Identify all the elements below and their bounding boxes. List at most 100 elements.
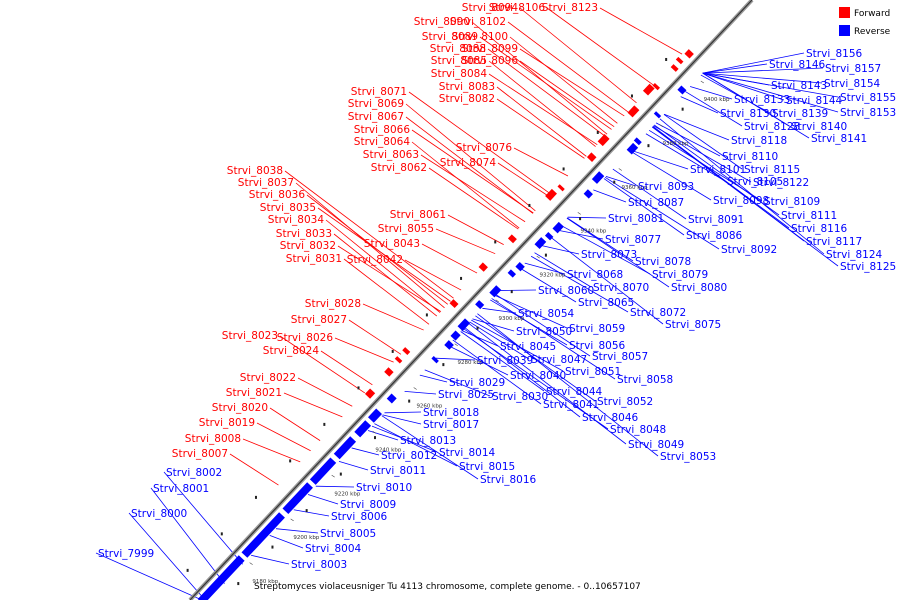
reverse-gene-label: Strvi_8056 (569, 340, 626, 352)
forward-gene-label: Strvi_8023 (222, 330, 278, 342)
reverse-gene-label: Strvi_8046 (582, 412, 639, 424)
reverse-leader-line (560, 224, 651, 275)
forward-gene-label: Strvi_8106 (489, 2, 546, 14)
reverse-leader-line (472, 318, 515, 332)
forward-leader-line (509, 36, 618, 124)
reverse-leader-line (702, 72, 810, 139)
forward-gene-label: Strvi_8020 (212, 402, 268, 414)
reverse-leader-line (150, 487, 225, 584)
forward-gene-label: Strvi_8033 (276, 228, 332, 240)
reverse-gene-label: Strvi_8039 (477, 355, 533, 367)
forward-gene-block (557, 184, 565, 192)
reverse-leader-line (495, 293, 591, 357)
forward-gene-block (642, 83, 655, 96)
forward-gene-label: Strvi_8085 (431, 55, 487, 67)
reverse-gene-label: Strvi_8015 (459, 461, 515, 473)
reverse-leader-line (275, 528, 319, 534)
reverse-gene-label: Strvi_8081 (608, 213, 664, 225)
forward-gene-label: Strvi_8038 (227, 165, 283, 177)
forward-gene-label: Strvi_8123 (542, 2, 598, 14)
reverse-gene-label: Strvi_8109 (764, 196, 820, 208)
reverse-gene-label: Strvi_7999 (98, 548, 154, 560)
reverse-gene-block (386, 393, 397, 404)
forward-gene-label: Strvi_8062 (371, 162, 427, 174)
minor-feature (391, 349, 394, 353)
reverse-gene-block (309, 457, 337, 485)
forward-gene-label: Strvi_8084 (431, 68, 488, 80)
forward-leader-line (497, 162, 550, 197)
reverse-gene-label: Strvi_8050 (516, 326, 572, 338)
forward-leader-line (343, 258, 430, 325)
minor-feature (613, 180, 616, 184)
tick-label: 9300 kbp (498, 316, 524, 322)
reverse-gene-label: Strvi_8002 (166, 467, 222, 479)
tick-label: 9320 kbp (540, 272, 566, 278)
forward-gene-label: Strvi_8083 (439, 81, 495, 93)
minor-feature (237, 582, 240, 586)
reverse-gene-block (457, 318, 471, 332)
forward-leader-line (405, 116, 534, 214)
reverse-leader-line (351, 447, 380, 456)
minor-feature (630, 94, 633, 98)
reverse-gene-label: Strvi_8154 (824, 78, 881, 90)
reverse-leader-line (461, 330, 499, 347)
forward-gene-label: Strvi_8099 (462, 43, 518, 55)
gene-features (186, 49, 694, 600)
forward-gene-label: Strvi_8061 (390, 209, 446, 221)
backbone-core (189, 0, 753, 600)
forward-leader-line (317, 207, 451, 302)
reverse-gene-block (515, 262, 525, 272)
minor-feature (494, 240, 497, 244)
reverse-gene-label: Strvi_8009 (340, 499, 396, 511)
reverse-leader-line (404, 390, 437, 395)
reverse-leader-line (702, 72, 785, 101)
minor-feature (339, 472, 342, 476)
tick-mark (495, 299, 499, 303)
reverse-gene-label: Strvi_8052 (597, 396, 653, 408)
forward-gene-label: Strvi_8028 (305, 298, 361, 310)
reverse-leader-line (384, 411, 422, 414)
reverse-leader-line (382, 414, 422, 425)
forward-leader-line (405, 103, 536, 212)
forward-leader-line (513, 147, 569, 177)
reverse-gene-block (591, 171, 605, 184)
forward-gene-label: Strvi_8031 (286, 253, 342, 265)
reverse-leader-line (293, 509, 330, 517)
tick-label: 9220 kbp (334, 491, 360, 497)
forward-gene-label: Strvi_8008 (185, 433, 241, 445)
reverse-gene-label: Strvi_8091 (688, 214, 744, 226)
tick-mark (290, 518, 294, 522)
forward-leader-line (404, 259, 462, 291)
forward-leader-line (471, 21, 608, 135)
minor-feature (271, 545, 274, 549)
reverse-leader-line (491, 298, 616, 380)
reverse-gene-block (633, 137, 642, 146)
reverse-gene-label: Strvi_8117 (806, 236, 862, 248)
reverse-leader-line (381, 415, 479, 480)
forward-gene-label: Strvi_8042 (347, 254, 403, 266)
minor-feature (510, 290, 513, 294)
reverse-leader-line (541, 245, 580, 255)
tick-mark (249, 562, 253, 565)
reverse-gene-label: Strvi_8006 (331, 511, 388, 523)
reverse-gene-label: Strvi_8014 (439, 447, 496, 459)
forward-gene-label: Strvi_8074 (440, 157, 497, 169)
tick-label: 9260 kbp (416, 404, 442, 410)
reverse-gene-label: Strvi_8010 (356, 482, 412, 494)
reverse-leader-line (549, 236, 664, 325)
reverse-gene-label: Strvi_8080 (671, 282, 727, 294)
reverse-leader-line (460, 331, 545, 392)
legend: Forward Reverse (839, 7, 891, 37)
reverse-gene-label: Strvi_8053 (660, 451, 716, 463)
reverse-leader-line (468, 322, 627, 445)
minor-feature (425, 313, 428, 317)
forward-gene-block (384, 367, 394, 377)
forward-gene-block (402, 347, 411, 355)
reverse-gene-label: Strvi_8017 (423, 419, 479, 431)
forward-gene-label: Strvi_8096 (462, 55, 519, 67)
forward-leader-line (420, 154, 526, 223)
forward-leader-line (348, 319, 402, 355)
forward-leader-line (408, 91, 552, 195)
reverse-gene-label: Strvi_8049 (628, 439, 684, 451)
forward-gene-label: Strvi_8067 (348, 111, 404, 123)
